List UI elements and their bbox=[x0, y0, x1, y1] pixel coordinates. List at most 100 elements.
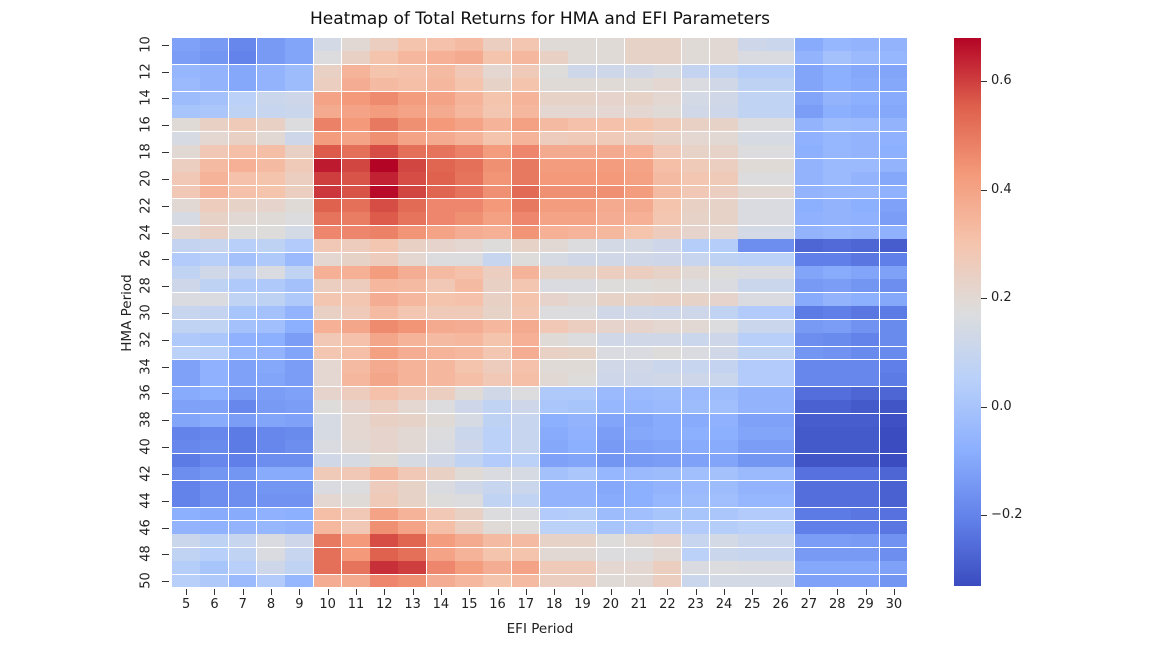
heatmap-cell bbox=[426, 292, 456, 307]
heatmap-cell bbox=[370, 172, 399, 187]
heatmap-cell bbox=[709, 172, 739, 187]
heatmap-cell bbox=[455, 91, 484, 106]
heatmap-cell bbox=[398, 64, 428, 79]
heatmap-cell bbox=[285, 306, 315, 321]
heatmap-cell bbox=[766, 413, 796, 428]
heatmap-cell bbox=[709, 118, 739, 133]
heatmap-cell bbox=[681, 64, 711, 79]
heatmap-cell bbox=[709, 105, 739, 119]
heatmap-cell bbox=[285, 400, 315, 415]
heatmap-cell bbox=[426, 453, 456, 468]
heatmap-cell bbox=[228, 400, 258, 415]
heatmap-cell bbox=[681, 561, 711, 576]
heatmap-cell bbox=[709, 561, 739, 576]
heatmap-cell bbox=[228, 292, 258, 307]
heatmap-cell bbox=[426, 480, 456, 495]
heatmap-cell bbox=[285, 38, 315, 52]
heatmap-cell bbox=[879, 346, 909, 361]
heatmap-cell bbox=[200, 386, 230, 401]
heatmap-cell bbox=[738, 91, 767, 106]
heatmap-cell bbox=[172, 51, 201, 66]
heatmap-cell bbox=[794, 225, 824, 240]
heatmap-cell bbox=[426, 440, 456, 455]
heatmap-cell bbox=[766, 333, 796, 348]
colorbar-tick-label: 0.6 bbox=[991, 73, 1012, 89]
heatmap-cell bbox=[483, 574, 513, 589]
heatmap-cell bbox=[426, 158, 456, 173]
heatmap-cell bbox=[879, 440, 909, 455]
heatmap-cell bbox=[483, 333, 513, 348]
heatmap-cell bbox=[540, 440, 569, 455]
heatmap-cell bbox=[426, 494, 456, 508]
heatmap-cell bbox=[285, 158, 315, 173]
heatmap-cell bbox=[200, 145, 230, 160]
heatmap-cell bbox=[370, 198, 399, 213]
heatmap-cell bbox=[851, 158, 881, 173]
heatmap-cell bbox=[200, 359, 230, 374]
heatmap-cell bbox=[455, 64, 484, 79]
heatmap-cell bbox=[823, 547, 852, 562]
heatmap-cell bbox=[681, 494, 711, 508]
heatmap-cell bbox=[568, 359, 598, 374]
heatmap-cell bbox=[398, 413, 428, 428]
heatmap-cell bbox=[228, 239, 258, 254]
heatmap-cell bbox=[455, 494, 484, 508]
heatmap-cell bbox=[313, 453, 343, 468]
heatmap-cell bbox=[511, 574, 541, 589]
colorbar bbox=[954, 38, 981, 586]
heatmap-cell bbox=[681, 38, 711, 52]
heatmap-cell bbox=[200, 440, 230, 455]
heatmap-cell bbox=[681, 547, 711, 562]
heatmap-cell bbox=[455, 145, 484, 160]
heatmap-cell bbox=[766, 547, 796, 562]
heatmap-cell bbox=[596, 78, 626, 93]
heatmap-cell bbox=[256, 386, 286, 401]
y-tick-label: 24 bbox=[138, 223, 154, 241]
heatmap-cell bbox=[738, 198, 767, 213]
heatmap-cell bbox=[823, 574, 852, 589]
heatmap-cell bbox=[540, 185, 569, 200]
heatmap-cell bbox=[794, 185, 824, 200]
heatmap-cell bbox=[794, 440, 824, 455]
heatmap-cell bbox=[794, 131, 824, 146]
heatmap-cell bbox=[370, 212, 399, 227]
heatmap-cell bbox=[766, 118, 796, 133]
y-tick-label: 20 bbox=[138, 170, 154, 187]
heatmap-cell bbox=[172, 64, 201, 79]
heatmap-cell bbox=[256, 78, 286, 93]
heatmap-cell bbox=[766, 561, 796, 576]
heatmap-cell bbox=[341, 346, 371, 361]
heatmap-cell bbox=[596, 292, 626, 307]
heatmap-cell bbox=[341, 440, 371, 455]
heatmap-cell bbox=[540, 467, 569, 482]
heatmap-cell bbox=[851, 373, 881, 388]
x-tick-label: 22 bbox=[659, 597, 676, 612]
heatmap-cell bbox=[370, 145, 399, 160]
heatmap-cell bbox=[766, 306, 796, 321]
heatmap-cell bbox=[681, 534, 711, 549]
heatmap-cell bbox=[228, 440, 258, 455]
heatmap-cell bbox=[285, 520, 315, 535]
heatmap-cell bbox=[653, 440, 683, 455]
heatmap-cell bbox=[172, 547, 201, 562]
heatmap-cell bbox=[398, 453, 428, 468]
heatmap-cell bbox=[313, 547, 343, 562]
heatmap-cell bbox=[738, 172, 767, 187]
heatmap-cell bbox=[455, 78, 484, 93]
heatmap-cell bbox=[738, 427, 767, 441]
heatmap-cell bbox=[483, 279, 513, 294]
heatmap-cell bbox=[313, 373, 343, 388]
heatmap-cell bbox=[596, 64, 626, 79]
heatmap-cell bbox=[823, 78, 852, 93]
heatmap-cell bbox=[172, 359, 201, 374]
heatmap-cell bbox=[738, 38, 767, 52]
heatmap-cell bbox=[455, 172, 484, 187]
heatmap-cell bbox=[285, 51, 315, 66]
heatmap-cell bbox=[709, 507, 739, 522]
heatmap-cell bbox=[568, 266, 598, 280]
heatmap-cell bbox=[341, 561, 371, 576]
heatmap-cell bbox=[540, 574, 569, 589]
heatmap-cell bbox=[624, 118, 654, 133]
heatmap-cell bbox=[794, 64, 824, 79]
heatmap-cell bbox=[228, 212, 258, 227]
